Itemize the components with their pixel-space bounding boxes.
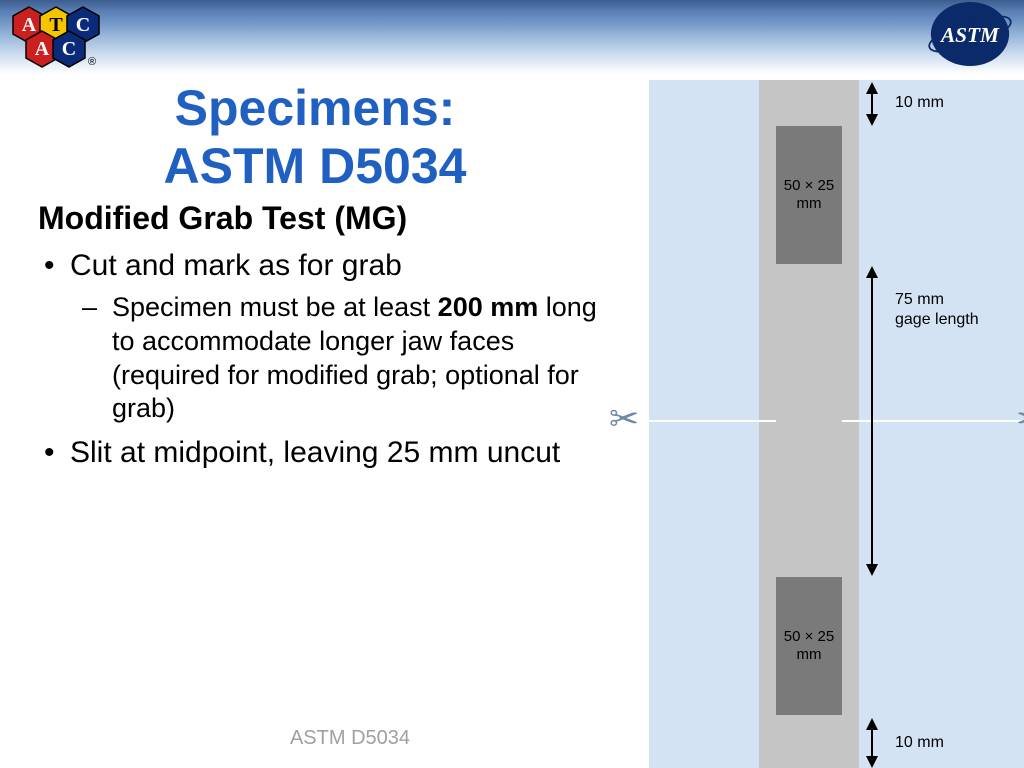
dim-label-10mm-bot: 10 mm <box>895 734 944 752</box>
aatcc-C2: C <box>62 38 76 61</box>
footer-label: ASTM D5034 <box>0 727 700 750</box>
scissors-left-icon: ✂ <box>609 398 639 440</box>
aatcc-T: T <box>49 14 62 37</box>
slide-title: Specimens: ASTM D5034 <box>0 80 630 195</box>
aatcc-A1: A <box>22 14 36 37</box>
specimen-diagram: 50 × 25 mm 50 × 25 mm 10 mm 75 mmgage le… <box>649 80 1024 768</box>
dim-arrow-gage <box>871 276 873 566</box>
header-bar: A T C A C ® ASTM <box>0 0 1024 74</box>
aatcc-logo: A T C A C ® <box>12 6 100 62</box>
bullet-2: Slit at midpoint, leaving 25 mm uncut <box>44 436 598 470</box>
title-line2: ASTM D5034 <box>164 138 467 194</box>
dim-label-gage: 75 mmgage length <box>895 290 979 330</box>
subheading: Modified Grab Test (MG) <box>38 200 598 237</box>
dim-arrow-bot10 <box>871 726 873 758</box>
bullet-1: Cut and mark as for grab <box>44 249 598 283</box>
aatcc-C1: C <box>76 14 90 37</box>
astm-text: ASTM <box>939 23 1000 47</box>
jaw-bottom: 50 × 25 mm <box>776 577 842 715</box>
aatcc-A2: A <box>35 38 49 61</box>
slit-right <box>842 420 1024 422</box>
scissors-right-icon: ✂ <box>1016 398 1024 440</box>
astm-logo: ASTM <box>924 0 1016 74</box>
reg-mark: ® <box>88 56 96 68</box>
title-line1: Specimens: <box>175 80 456 136</box>
content-block: Modified Grab Test (MG) Cut and mark as … <box>38 200 598 478</box>
slit-left <box>649 420 776 422</box>
dim-label-10mm-top: 10 mm <box>895 94 944 112</box>
bullet-1a: Specimen must be at least 200 mm long to… <box>82 291 598 426</box>
jaw-top: 50 × 25 mm <box>776 126 842 264</box>
